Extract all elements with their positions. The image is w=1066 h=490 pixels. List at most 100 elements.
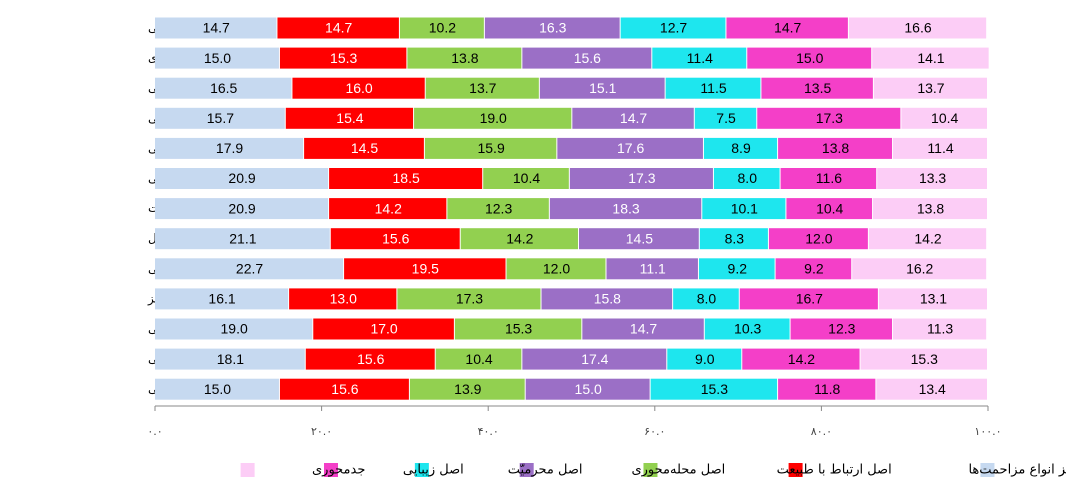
value-label: 14.2 [506,230,533,246]
value-label: 8.3 [725,230,745,246]
value-label: 7.5 [716,110,736,126]
value-label: 16.3 [539,20,566,36]
value-label: 17.0 [370,321,397,337]
legend-label: اصل محله‌محوری [631,463,725,478]
value-label: 14.1 [917,50,944,66]
x-tick-label: ۸۰.۰ [811,425,832,438]
value-label: 14.5 [626,230,653,246]
value-label: 10.4 [931,110,958,126]
x-tick-label: ۰.۰ [147,425,162,438]
value-label: 16.7 [796,291,823,307]
value-label: 19.0 [480,110,507,126]
value-label: 17.3 [816,110,843,126]
value-label: 10.1 [731,200,758,216]
value-label: 13.5 [804,80,831,96]
legend-label: اصل ارتباط با طبیعت [777,463,892,478]
value-label: 15.0 [204,381,231,397]
value-label: 21.1 [229,230,256,246]
value-label: 13.7 [469,80,496,96]
value-label: 15.4 [336,110,363,126]
value-label: 14.7 [620,110,647,126]
value-label: 12.7 [660,20,687,36]
value-label: 16.6 [904,20,931,36]
value-label: 13.0 [330,291,357,307]
value-label: 12.3 [828,321,855,337]
value-label: 18.1 [217,351,244,367]
value-label: 17.9 [216,140,243,156]
value-label: 14.2 [788,351,815,367]
value-label: 20.9 [228,170,255,186]
value-label: 11.4 [687,50,713,66]
value-label: 17.6 [617,140,644,156]
value-label: 15.7 [207,110,234,126]
legend-swatch [241,463,255,477]
legend-label: جدمحوری [312,463,365,478]
value-label: 13.3 [919,170,946,186]
value-label: 12.0 [543,261,570,277]
legend-label: اصل پرهیز از انواع مزاحمت‌ها [968,463,1066,478]
value-label: 15.6 [382,230,409,246]
value-label: 15.1 [589,80,616,96]
value-label: 10.4 [816,200,843,216]
value-label: 15.6 [331,381,358,397]
value-label: 13.4 [919,381,946,397]
value-label: 15.3 [505,321,532,337]
value-label: 18.3 [612,200,639,216]
value-label: 12.3 [485,200,512,216]
value-label: 15.0 [796,50,823,66]
value-label: 15.6 [357,351,384,367]
x-tick-label: ۶۰.۰ [644,425,665,438]
value-label: 20.9 [228,200,255,216]
value-label: 17.3 [628,170,655,186]
value-label: 13.8 [917,200,944,216]
value-label: 14.7 [774,20,801,36]
value-label: 9.2 [728,261,748,277]
value-label: 15.9 [477,140,504,156]
value-label: 15.0 [575,381,602,397]
value-label: 13.7 [917,80,944,96]
value-label: 11.5 [700,80,726,96]
value-label: 16.1 [208,291,235,307]
value-label: 14.7 [203,20,230,36]
value-label: 10.4 [513,170,540,186]
value-label: 13.8 [822,140,849,156]
value-label: 15.3 [911,351,938,367]
value-label: 13.9 [454,381,481,397]
value-label: 13.1 [920,291,947,307]
value-label: 17.3 [456,291,483,307]
value-label: 9.0 [695,351,715,367]
value-label: 17.4 [581,351,608,367]
x-tick-label: ۱۰۰.۰ [974,425,1001,438]
value-label: 14.5 [351,140,378,156]
value-label: 16.0 [345,80,372,96]
value-label: 11.1 [640,261,666,277]
value-label: 16.2 [906,261,933,277]
value-label: 8.0 [738,170,758,186]
value-label: 12.0 [805,230,832,246]
value-label: 16.5 [210,80,237,96]
value-label: 10.2 [429,20,456,36]
value-label: 18.5 [393,170,420,186]
value-label: 14.7 [325,20,352,36]
value-label: 10.3 [734,321,761,337]
value-label: 8.9 [731,140,751,156]
value-label: 19.0 [221,321,248,337]
value-label: 15.6 [574,50,601,66]
x-tick-label: ۲۰.۰ [311,425,332,438]
value-label: 14.2 [914,230,941,246]
value-label: 15.3 [330,50,357,66]
value-label: 19.5 [412,261,439,277]
value-label: 14.2 [375,200,402,216]
value-label: 8.0 [697,291,717,307]
value-label: 15.0 [204,50,231,66]
value-label: 11.4 [927,140,953,156]
value-label: 9.2 [804,261,824,277]
value-label: 11.6 [816,170,842,186]
value-label: 13.8 [451,50,478,66]
value-label: 14.7 [630,321,657,337]
value-label: 10.4 [465,351,492,367]
value-label: 15.3 [701,381,728,397]
value-label: 15.8 [594,291,621,307]
chart: ۰.۰۲۰.۰۴۰.۰۶۰.۰۸۰.۰۱۰۰.۰مذهبی14.714.710.… [0,0,1066,490]
x-tick-label: ۴۰.۰ [478,425,499,438]
